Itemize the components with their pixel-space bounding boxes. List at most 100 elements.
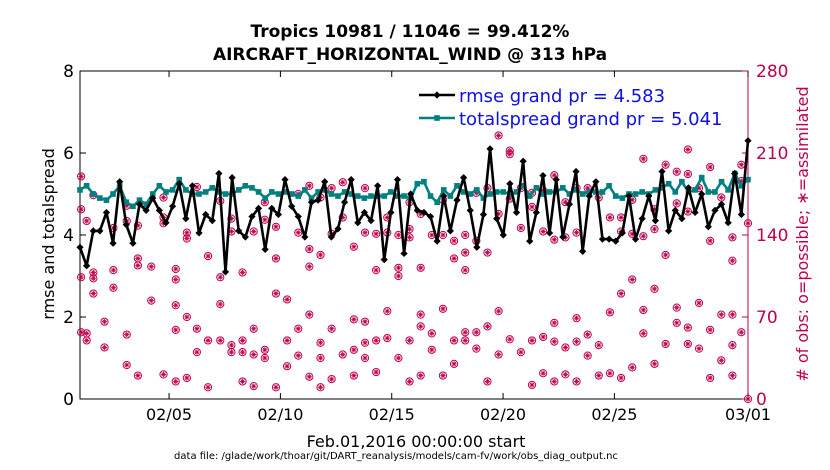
rmse-point [704, 223, 712, 231]
obs-possible-marker [550, 377, 559, 386]
rmse-point [215, 169, 223, 178]
totalspread-point [242, 183, 249, 189]
obs-count-point [394, 271, 403, 281]
obs-possible-marker [449, 236, 459, 245]
totalspread-point [176, 176, 183, 183]
obs-assimilated-marker [585, 186, 590, 191]
obs-assimilated-marker [641, 156, 646, 161]
obs-possible-marker [109, 283, 118, 292]
rmse-point [116, 178, 124, 186]
obs-assimilated-marker [541, 371, 546, 376]
rmse-point [182, 215, 190, 223]
obs-possible-marker [728, 371, 737, 380]
rmse-point [506, 180, 514, 188]
rmse-point [453, 196, 461, 204]
obs-count-point [271, 289, 281, 298]
totalspread-point [599, 189, 606, 195]
obs-count-point [360, 228, 370, 237]
rmse-point [334, 225, 342, 233]
rmse-point [367, 217, 375, 225]
obs-count-point [639, 329, 648, 338]
obs-assimilated-marker [429, 232, 434, 238]
obs-assimilated-marker [429, 347, 434, 352]
obs-assimilated-marker [618, 375, 624, 381]
obs-assimilated-marker [463, 330, 468, 335]
legend-rmse-marker [433, 91, 441, 99]
obs-possible-marker [561, 370, 570, 379]
totalspread-point [288, 191, 295, 197]
obs-possible-marker [461, 328, 470, 337]
obs-count-point [661, 339, 670, 349]
totalspread-point [533, 185, 540, 191]
obs-count-point [550, 377, 559, 386]
obs-possible-marker [383, 333, 392, 343]
rmse-point [426, 212, 435, 221]
obs-possible-marker [717, 310, 726, 319]
obs-count-point [717, 193, 726, 202]
obs-assimilated-marker [418, 312, 423, 317]
totalspread-point [156, 183, 163, 189]
obs-assimilated-marker [739, 162, 744, 167]
obs-count-point [461, 230, 470, 240]
rmse-point [539, 171, 547, 180]
obs-possible-marker [449, 254, 459, 263]
rmse-point [512, 208, 521, 217]
obs-assimilated-marker [418, 265, 423, 270]
obs-possible-marker [683, 339, 692, 349]
totalspread-point [328, 191, 335, 197]
obs-possible-marker [728, 341, 737, 350]
obs-assimilated-marker [135, 263, 141, 268]
obs-possible-marker [316, 250, 325, 260]
obs-count-point [249, 382, 258, 391]
y-right-tick-label: 140 [756, 226, 788, 246]
totalspread-point [235, 187, 242, 193]
legend-rmse-label: rmse grand pr = 4.583 [459, 86, 665, 107]
obs-assimilated-marker [529, 382, 535, 388]
rmse-point [188, 182, 197, 190]
obs-possible-marker [583, 351, 592, 360]
obs-count-point [661, 250, 670, 260]
obs-possible-marker [706, 373, 715, 383]
obs-assimilated-marker [663, 252, 668, 258]
obs-count-point [249, 227, 258, 236]
obs-count-point [405, 225, 414, 234]
rmse-point [109, 239, 117, 247]
obs-possible-marker [639, 154, 648, 163]
rmse-point [433, 237, 441, 245]
obs-count-point [572, 337, 581, 346]
obs-assimilated-marker [685, 209, 691, 214]
obs-count-point [706, 325, 715, 334]
obs-count-point [706, 373, 715, 383]
obs-possible-marker [82, 329, 91, 338]
obs-count-point [527, 202, 537, 211]
obs-assimilated-marker [124, 362, 129, 368]
obs-possible-marker [472, 344, 481, 353]
obs-possible-marker [605, 369, 615, 378]
obs-assimilated-marker [463, 338, 468, 343]
obs-assimilated-marker [229, 350, 234, 355]
obs-assimilated-marker [205, 338, 211, 343]
rmse-point [479, 210, 488, 219]
obs-assimilated-marker [149, 264, 154, 269]
obs-assimilated-marker [496, 309, 501, 314]
obs-assimilated-marker [194, 326, 200, 331]
rmse-point [698, 190, 706, 198]
obs-count-point [505, 335, 514, 344]
obs-possible-marker [505, 146, 514, 155]
obs-count-point [694, 298, 704, 308]
totalspread-point [698, 174, 705, 181]
obs-assimilated-marker [407, 235, 412, 240]
rmse-point [96, 227, 104, 235]
obs-possible-marker [706, 162, 715, 172]
obs-count-point [550, 337, 559, 346]
obs-assimilated-marker [194, 184, 200, 190]
obs-assimilated-marker [284, 297, 290, 302]
rmse-point [76, 243, 84, 251]
y-left-tick-label: 0 [63, 390, 74, 410]
obs-count-point [494, 307, 503, 316]
obs-assimilated-marker [307, 374, 312, 379]
obs-count-point [109, 266, 118, 275]
obs-count-point [706, 162, 715, 172]
obs-assimilated-marker [205, 385, 211, 390]
obs-count-point [122, 360, 131, 370]
